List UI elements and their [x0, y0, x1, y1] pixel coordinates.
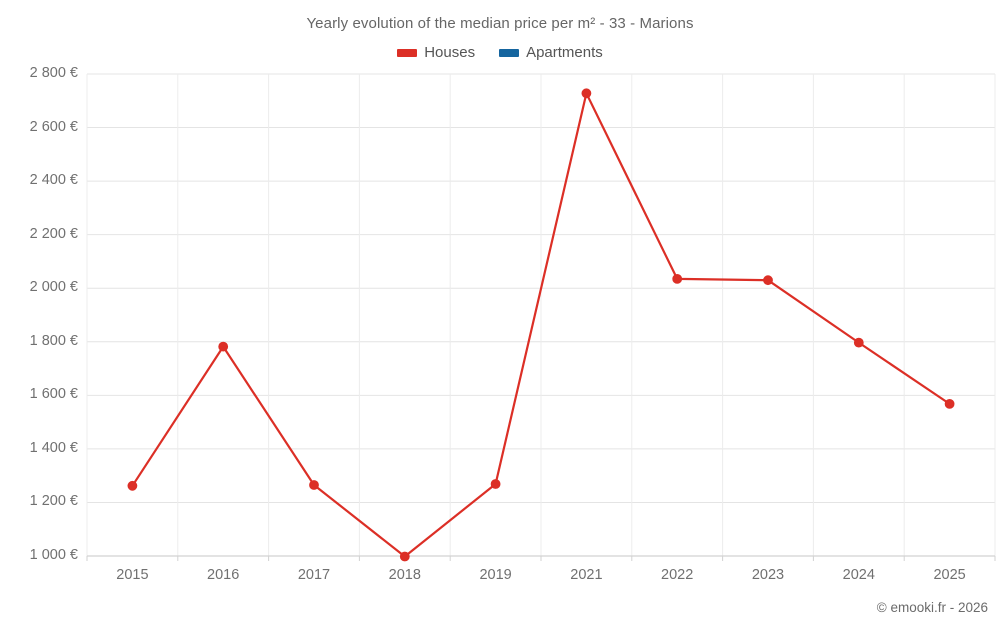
y-axis-tick-label: 1 200 € [29, 493, 78, 510]
data-point-houses[interactable] [218, 341, 229, 352]
y-axis-tick-label: 1 600 € [29, 386, 78, 403]
x-axis-tick-label: 2017 [297, 567, 331, 583]
x-axis-tick-label: 2025 [933, 567, 966, 583]
y-axis-tick-label: 2 000 € [29, 279, 78, 296]
legend-swatch-houses [397, 48, 418, 57]
data-point-houses[interactable] [581, 88, 592, 99]
y-axis-tick-label: 1 400 € [29, 439, 78, 456]
y-axis-tick-label: 1 000 € [29, 547, 78, 563]
legend-label-apartments: Apartments [526, 44, 603, 61]
x-axis-tick-label: 2021 [570, 567, 603, 583]
data-point-houses[interactable] [127, 480, 138, 491]
y-axis-tick-label: 2 800 € [29, 65, 78, 81]
x-axis-tick-label: 2019 [479, 567, 512, 583]
y-axis-tick-label: 2 600 € [29, 118, 78, 135]
data-point-houses[interactable] [399, 551, 410, 562]
data-point-houses[interactable] [309, 480, 319, 490]
legend-item-apartments[interactable]: Apartments [499, 44, 603, 61]
data-point-houses[interactable] [490, 479, 501, 489]
chart-credit: © emooki.fr - 2026 [876, 600, 988, 615]
x-axis-tick-label: 2018 [388, 567, 421, 583]
y-axis-tick-label: 1 800 € [29, 332, 78, 349]
chart-legend: Houses Apartments [0, 44, 1000, 61]
x-axis-tick-label: 2016 [207, 567, 240, 583]
legend-label-houses: Houses [424, 44, 476, 61]
chart-title: Yearly evolution of the median price per… [306, 15, 694, 32]
x-axis-tick-label: 2015 [116, 567, 149, 583]
x-axis-tick-label: 2023 [751, 567, 785, 583]
data-point-houses[interactable] [944, 399, 955, 409]
x-axis-tick-label: 2022 [661, 567, 694, 583]
x-axis-tick-label: 2024 [842, 567, 875, 583]
legend-swatch-apartments [499, 48, 520, 57]
data-point-houses[interactable] [672, 274, 683, 284]
data-point-houses[interactable] [853, 337, 864, 348]
legend-item-houses[interactable]: Houses [397, 44, 475, 61]
y-axis-tick-label: 2 200 € [29, 225, 78, 242]
y-axis-tick-label: 2 400 € [29, 172, 78, 189]
data-point-houses[interactable] [763, 275, 773, 286]
series-line-houses[interactable] [131, 92, 951, 558]
